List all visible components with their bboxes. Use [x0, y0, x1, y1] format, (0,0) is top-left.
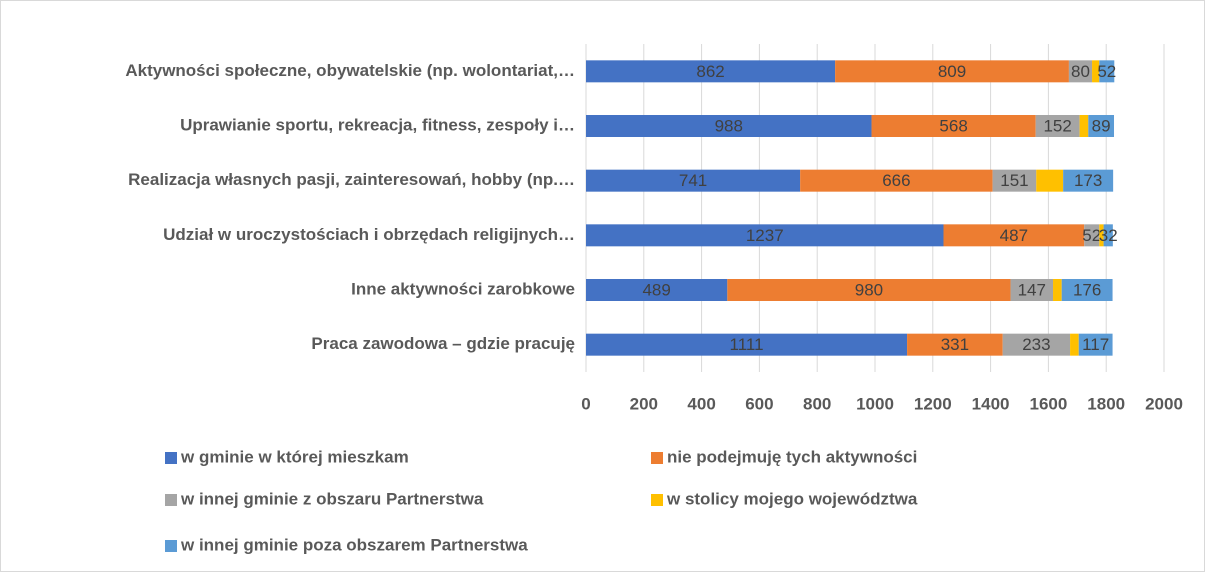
- data-label: 666: [882, 171, 910, 190]
- x-tick-label: 1200: [914, 394, 952, 413]
- data-label: 32: [1099, 226, 1118, 245]
- bar-segment: [586, 169, 801, 192]
- data-label: 80: [1071, 62, 1090, 81]
- x-tick-label: 800: [803, 394, 831, 413]
- y-tick-label: Inne aktywności zarobkowe: [351, 279, 575, 298]
- data-label: 809: [938, 62, 966, 81]
- data-label: 1111: [730, 335, 764, 354]
- data-label: 1237: [746, 226, 784, 245]
- legend-swatch: [165, 540, 177, 552]
- bar-segment: [907, 333, 1003, 356]
- data-label: 568: [939, 116, 967, 135]
- data-label: 233: [1022, 335, 1050, 354]
- bar-segment: [1068, 60, 1093, 83]
- bar-segment: [1079, 115, 1089, 137]
- bar-segment: [992, 169, 1037, 192]
- bar-segment: [835, 60, 1069, 83]
- bar-segment: [1002, 333, 1071, 356]
- legend-swatch: [651, 494, 663, 506]
- bar-segment: [1099, 60, 1115, 83]
- bar-segment: [1035, 115, 1080, 137]
- bar-segment: [1084, 224, 1100, 247]
- data-label: 117: [1082, 335, 1109, 354]
- data-label: 862: [696, 62, 724, 81]
- y-tick-label: Realizacja własnych pasji, zainteresowań…: [128, 170, 575, 189]
- bar-segment: [1088, 115, 1115, 137]
- data-label: 980: [855, 280, 883, 299]
- bar-segment: [800, 169, 993, 192]
- bar-segment: [871, 115, 1036, 137]
- data-label: 487: [1000, 226, 1028, 245]
- legend-label: w gminie w której mieszkam: [180, 447, 409, 466]
- data-label: 489: [642, 280, 670, 299]
- data-label: 331: [941, 335, 969, 354]
- legend-label: w innej gminie z obszaru Partnerstwa: [180, 489, 484, 508]
- legend-label: w innej gminie poza obszarem Partnerstwa: [180, 535, 528, 554]
- data-label: 151: [1000, 171, 1028, 190]
- x-tick-label: 1800: [1087, 394, 1125, 413]
- bar-segment: [1036, 169, 1064, 192]
- bar-segment: [1070, 333, 1079, 356]
- y-tick-label: Udział w uroczystościach i obrzędach rel…: [163, 225, 575, 244]
- legend-swatch: [165, 452, 177, 464]
- data-label: 173: [1074, 171, 1102, 190]
- bar-segment: [1092, 60, 1100, 83]
- data-label: 52: [1082, 226, 1101, 245]
- bar-segment: [1099, 224, 1104, 247]
- y-tick-label: Praca zawodowa – gdzie pracuję: [311, 334, 575, 353]
- legend-swatch: [165, 494, 177, 506]
- data-label: 988: [715, 116, 743, 135]
- bar-segment: [586, 224, 944, 247]
- bar-segment: [1061, 279, 1113, 301]
- bar-segment: [586, 115, 872, 137]
- legend-label: w stolicy mojego województwa: [666, 489, 918, 508]
- bar-segment: [943, 224, 1085, 247]
- data-label: 52: [1097, 62, 1116, 81]
- bar-segment: [1063, 169, 1114, 192]
- x-tick-label: 600: [745, 394, 773, 413]
- legend-swatch: [651, 452, 663, 464]
- data-label: 147: [1018, 280, 1046, 299]
- x-tick-label: 2000: [1145, 394, 1183, 413]
- data-label: 152: [1043, 116, 1071, 135]
- y-tick-label: Uprawianie sportu, rekreacja, fitness, z…: [180, 115, 575, 134]
- bar-segment: [586, 333, 908, 356]
- x-tick-label: 400: [687, 394, 715, 413]
- x-tick-label: 0: [581, 394, 590, 413]
- x-tick-label: 1400: [972, 394, 1010, 413]
- bar-segment: [586, 60, 836, 83]
- bar-segment: [1078, 333, 1113, 356]
- x-tick-label: 1600: [1029, 394, 1067, 413]
- legend-label: nie podejmuję tych aktywności: [667, 447, 917, 466]
- bar-segment: [1103, 224, 1113, 247]
- data-label: 89: [1092, 116, 1111, 135]
- x-tick-label: 1000: [856, 394, 894, 413]
- data-label: 176: [1073, 280, 1101, 299]
- data-label: 741: [679, 171, 707, 190]
- bar-segment: [727, 279, 1011, 301]
- x-tick-label: 200: [630, 394, 658, 413]
- bar-segment: [586, 279, 728, 301]
- bar-segment: [1053, 279, 1062, 301]
- bar-segment: [1010, 279, 1054, 301]
- y-tick-label: Aktywności społeczne, obywatelskie (np. …: [125, 61, 575, 80]
